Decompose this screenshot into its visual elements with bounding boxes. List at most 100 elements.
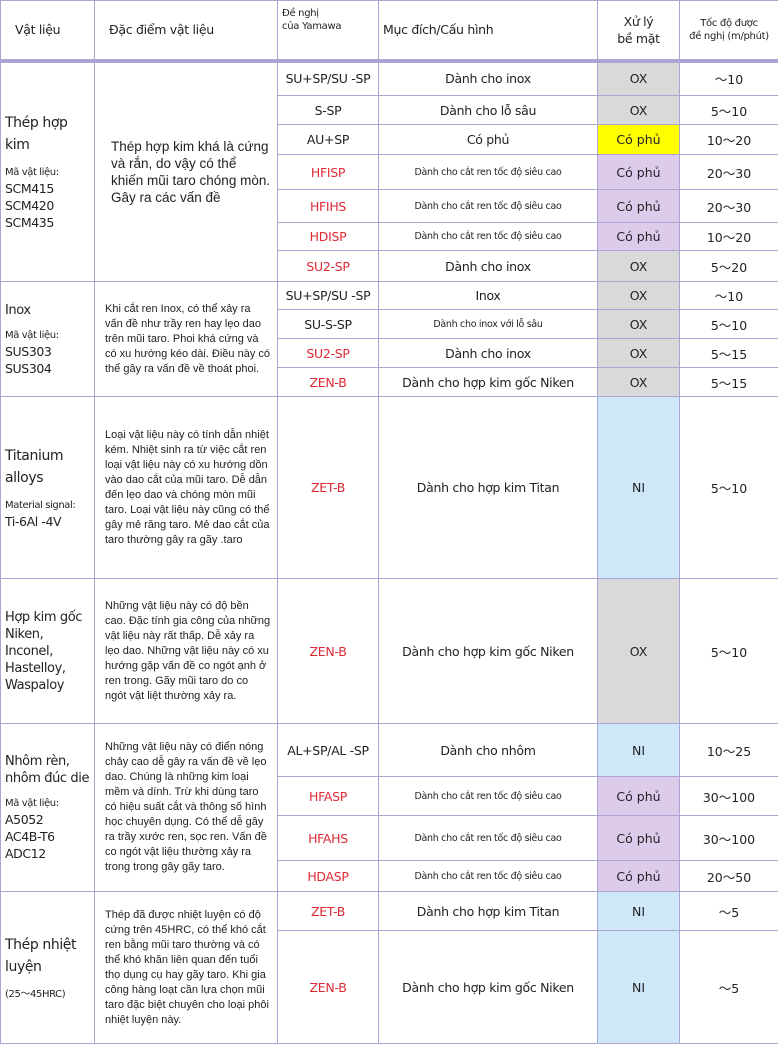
material-description: Những vật liệu này có điển nóng chảy cao… <box>94 723 278 892</box>
purpose: Dành cho inox với lỗ sâu <box>378 309 598 339</box>
recommended-speed: 10～20 <box>679 124 778 155</box>
material-code: SCM420 <box>5 198 54 214</box>
purpose: Có phủ <box>378 124 598 155</box>
recommended-speed: 5～15 <box>679 367 778 397</box>
material-cell: Thép hợp kim Mã vật liệu: SCM415 SCM420 SCM4… <box>0 60 95 282</box>
material-cell: Hợp kim gốc Niken, Inconel, Hastelloy, W… <box>0 578 95 724</box>
material-cell: Nhôm rèn, nhôm đúc die Mã vật liệu: A5052 A… <box>0 723 95 892</box>
material-code: Ti-6Al -4V <box>5 514 62 529</box>
surface-treatment: Có phủ <box>597 860 680 892</box>
table-row: S-SP Dành cho lỗ sâu OX 5～10 <box>1 95 778 125</box>
surface-treatment: OX <box>597 578 680 724</box>
table-row: HFASP Dành cho cắt ren tốc độ siêu cao Có … <box>1 776 778 816</box>
table-row: AU+SP Có phủ Có phủ 10～20 <box>1 124 778 155</box>
tap-code: HFASP <box>277 776 379 816</box>
table-row: HFIHS Dành cho cắt ren tốc độ siêu cao Có … <box>1 189 778 223</box>
surface-treatment: NI <box>597 891 680 931</box>
table-row: HDISP Dành cho cắt ren tốc độ siêu cao Có … <box>1 222 778 251</box>
tap-code: AL+SP/AL -SP <box>277 723 379 777</box>
recommended-speed: 5～10 <box>679 578 778 724</box>
tap-code: ZET-B <box>277 891 379 931</box>
recommended-speed: 30～100 <box>679 776 778 816</box>
surface-treatment: OX <box>597 95 680 125</box>
tap-code: HFISP <box>277 154 379 190</box>
purpose: Dành cho hợp kim gốc Niken <box>378 930 598 1044</box>
surface-treatment: Có phủ <box>597 815 680 861</box>
material-cell: Inox Mã vật liệu: SUS303 SUS304 <box>0 281 95 397</box>
purpose: Dành cho cắt ren tốc độ siêu cao <box>378 189 598 223</box>
recommended-speed: 5～10 <box>679 396 778 579</box>
surface-treatment: OX <box>597 281 680 310</box>
tap-code: ZEN-B <box>277 930 379 1044</box>
table-row: Hợp kim gốc Niken, Inconel, Hastelloy, W… <box>0 578 778 724</box>
tap-code: HDASP <box>277 860 379 892</box>
material-code: ADC12 <box>5 846 46 861</box>
table-body: Thép hợp kim Mã vật liệu: SCM415 SCM420 SCM4… <box>0 60 778 1044</box>
tap-code: S-SP <box>277 95 379 125</box>
material-code: SCM435 <box>5 215 54 231</box>
purpose: Dành cho cắt ren tốc độ siêu cao <box>378 815 598 861</box>
header-purpose: Mục đích/Cấu hình <box>378 0 598 63</box>
recommended-speed: 20～30 <box>679 154 778 190</box>
purpose: Dành cho inox <box>378 60 598 96</box>
purpose: Inox <box>378 281 598 310</box>
material-description: Thép hợp kim khá là cứng và rắn, do vậy … <box>94 60 278 282</box>
surface-treatment: OX <box>597 250 680 282</box>
purpose: Dành cho cắt ren tốc độ siêu cao <box>378 776 598 816</box>
recommended-speed: ～10 <box>679 60 778 96</box>
tap-code: ZET-B <box>277 396 379 579</box>
recommended-speed: 5～15 <box>679 338 778 368</box>
tap-code: ZEN-B <box>277 367 379 397</box>
table-row: Thép hợp kim Mã vật liệu: SCM415 SCM420 SCM4… <box>0 60 778 282</box>
purpose: Dành cho nhôm <box>378 723 598 777</box>
material-code-label: Mã vật liệu: <box>5 329 59 341</box>
purpose: Dành cho cắt ren tốc độ siêu cao <box>378 222 598 251</box>
tap-code: SU2-SP <box>277 338 379 368</box>
material-name: Inox <box>5 302 31 318</box>
surface-treatment: Có phủ <box>597 154 680 190</box>
material-code-label: Material signal: <box>5 500 76 511</box>
header-characteristics: Đặc điểm vật liệu <box>94 0 278 63</box>
surface-treatment: Có phủ <box>597 222 680 251</box>
material-cell: Thép nhiệt luyện (25～45HRC) <box>0 891 95 1044</box>
recommended-speed: 20～50 <box>679 860 778 892</box>
material-code: AC4B-T6 <box>5 829 55 844</box>
surface-treatment: OX <box>597 60 680 96</box>
table-row: Inox Mã vật liệu: SUS303 SUS304 Khi cắt ren … <box>0 281 778 397</box>
header-yamawa: Đề nghị của Yamawa <box>277 0 379 63</box>
recommended-speed: ～5 <box>679 891 778 931</box>
material-codes: Ti-6Al -4V <box>5 513 94 530</box>
purpose: Dành cho lỗ sâu <box>378 95 598 125</box>
purpose: Dành cho cắt ren tốc độ siêu cao <box>378 860 598 892</box>
material-code: A5052 <box>5 812 44 827</box>
surface-treatment: OX <box>597 309 680 339</box>
header-surface: Xử lý bề mặt <box>597 0 680 63</box>
tap-code: SU+SP/SU -SP <box>277 60 379 96</box>
surface-treatment: Có phủ <box>597 776 680 816</box>
recommended-speed: 30～100 <box>679 815 778 861</box>
table-row: HFAHS Dành cho cắt ren tốc độ siêu cao Có … <box>1 815 778 861</box>
material-name: Titanium alloys <box>5 448 64 486</box>
tap-code: AU+SP <box>277 124 379 155</box>
purpose: Dành cho hợp kim gốc Niken <box>378 578 598 724</box>
purpose: Dành cho cắt ren tốc độ siêu cao <box>378 154 598 190</box>
surface-treatment: Có phủ <box>597 124 680 155</box>
material-code: SCM415 <box>5 181 54 197</box>
tap-code: HFAHS <box>277 815 379 861</box>
table-row: ZEN-B Dành cho hợp kim gốc Niken OX 5～15 <box>1 367 778 397</box>
table-row: ZEN-B Dành cho hợp kim gốc Niken NI ～5 <box>1 930 778 1044</box>
material-cell: Titanium alloys Material signal: Ti-6Al -4… <box>0 396 95 579</box>
material-name: Hợp kim gốc Niken, Inconel, Hastelloy, W… <box>5 609 83 693</box>
recommended-speed: 5～20 <box>679 250 778 282</box>
recommended-speed: 20～30 <box>679 189 778 223</box>
recommended-speed: 10～20 <box>679 222 778 251</box>
material-codes: A5052 AC4B-T6 ADC12 <box>5 811 94 862</box>
table-row: Thép nhiệt luyện (25～45HRC) Thép đã được n… <box>0 891 778 1044</box>
material-code: SUS303 <box>5 343 52 359</box>
material-name: Nhôm rèn, nhôm đúc die <box>5 754 90 786</box>
material-codes: SCM415 SCM420 SCM435 <box>5 180 94 231</box>
table-row: SU2-SP Dành cho inox OX 5～15 <box>1 338 778 368</box>
recommended-speed: ～10 <box>679 281 778 310</box>
recommended-speed: 10～25 <box>679 723 778 777</box>
purpose: Dành cho inox <box>378 338 598 368</box>
